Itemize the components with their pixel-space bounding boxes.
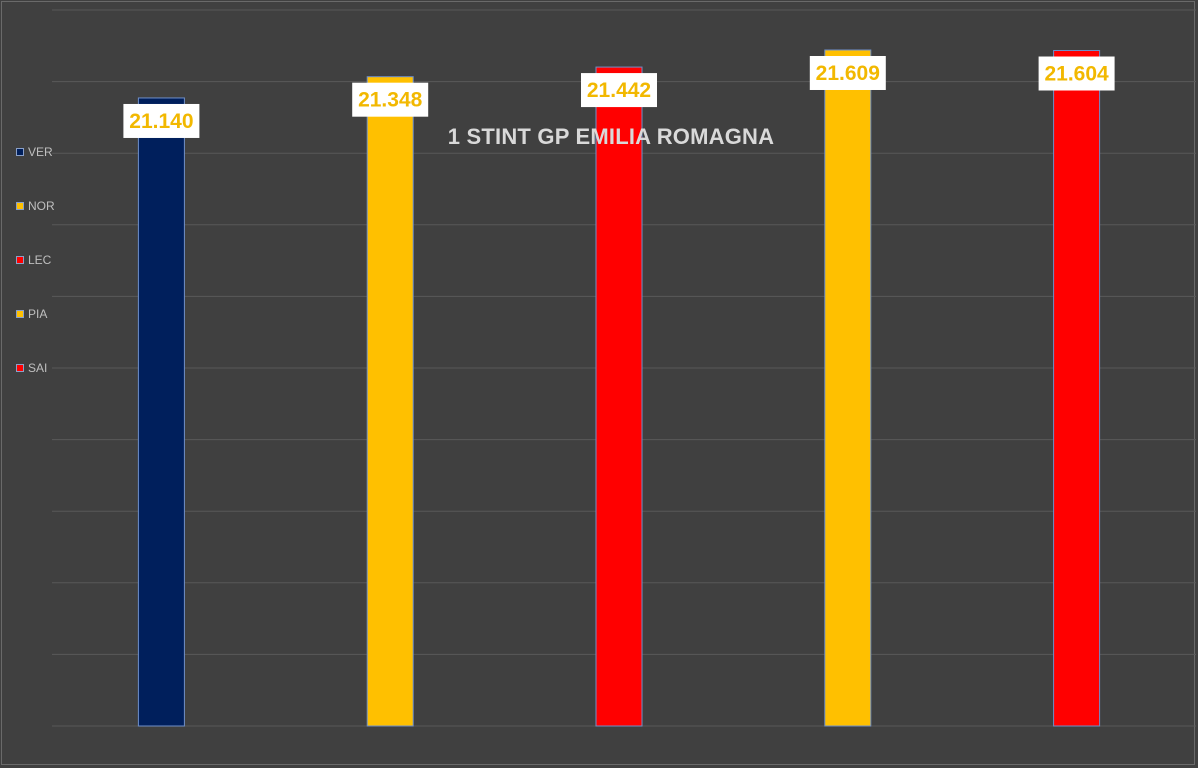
data-label-text: 21.348 — [358, 89, 423, 112]
data-label-box — [809, 55, 886, 90]
bar-pia — [824, 49, 872, 727]
legend-swatch — [16, 256, 24, 264]
data-label-text: 21.140 — [129, 110, 193, 133]
legend-label: NOR — [28, 199, 55, 213]
data-label-box — [1038, 56, 1115, 91]
data-label-pia: 21.609 — [809, 55, 886, 90]
legend-item-pia: PIA — [16, 306, 47, 322]
legend-label: SAI — [28, 361, 48, 375]
data-label-box — [352, 82, 429, 117]
legend-swatch — [16, 148, 24, 156]
data-label-box — [123, 103, 200, 138]
legend-swatch — [16, 364, 24, 372]
data-label-text: 21.604 — [1044, 63, 1109, 86]
legend-label: LEC — [28, 253, 52, 267]
data-label-text: 21.442 — [587, 79, 651, 102]
legend-item-ver: VER — [16, 144, 53, 160]
legend-swatch — [16, 202, 24, 210]
bar-sai — [1053, 50, 1101, 727]
bars — [137, 49, 1101, 727]
data-label-lec: 21.442 — [581, 73, 657, 108]
data-label-ver: 21.140 — [123, 103, 200, 138]
data-labels: 21.140 21.348 21.442 21.609 21.604 — [123, 55, 1115, 138]
data-label-nor: 21.348 — [352, 82, 429, 117]
data-label-sai: 21.604 — [1038, 56, 1115, 91]
bar-ver — [137, 97, 185, 727]
legend-label: VER — [28, 145, 53, 159]
data-label-box — [581, 73, 657, 108]
legend-item-nor: NOR — [16, 198, 55, 214]
data-label-text: 21.609 — [816, 62, 880, 85]
bar-nor — [366, 76, 414, 727]
chart-title: 1 STINT GP EMILIA ROMAGNA — [447, 124, 775, 149]
legend-label: PIA — [28, 307, 48, 321]
legend-swatch — [16, 310, 24, 318]
bar-lec — [595, 66, 643, 727]
legend-item-sai: SAI — [16, 360, 47, 376]
legend-item-lec: LEC — [16, 252, 51, 268]
